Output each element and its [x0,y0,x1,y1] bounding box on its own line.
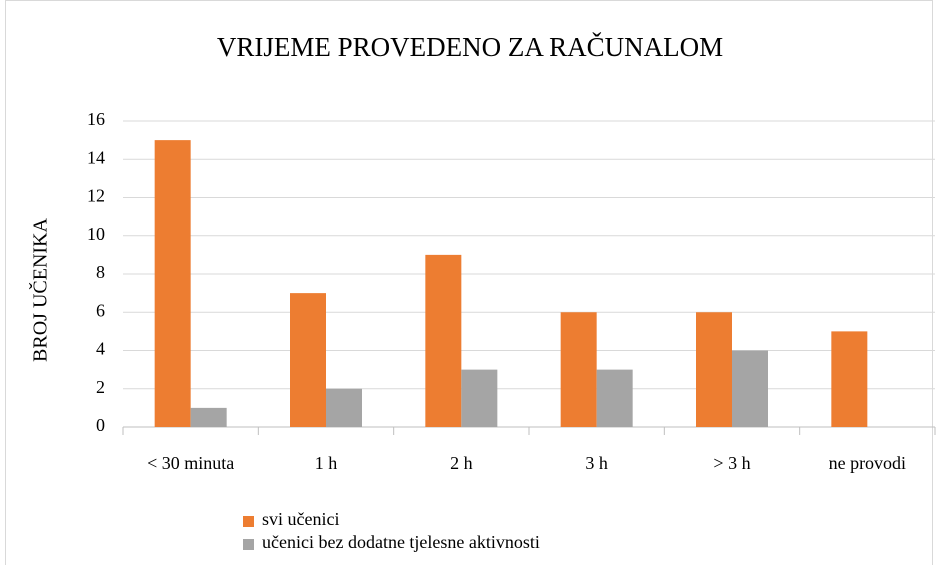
bar [290,293,326,427]
x-tick-label: > 3 h [713,453,750,473]
bar [831,331,868,427]
x-tick-label: < 30 minuta [147,453,234,473]
y-tick-label: 12 [87,186,105,206]
y-tick-label: 6 [96,300,105,320]
y-axis-label: BROJ UČENIKA [28,218,52,362]
legend-swatch [243,539,254,550]
y-tick-label: 14 [87,147,105,167]
chart-frame [5,0,933,565]
legend-label: učenici bez dodatne tjelesne aktivnosti [262,532,540,552]
x-tick-label: 1 h [315,453,338,473]
bar [696,312,732,427]
bar [190,407,227,427]
bar [732,350,768,427]
bar [425,254,462,427]
x-tick-label: ne provodi [829,453,906,473]
chart-title: VRIJEME PROVEDENO ZA RAČUNALOM [217,32,723,62]
bar [461,369,498,427]
y-tick-label: 4 [96,339,105,359]
bar [596,369,633,427]
y-tick-label: 16 [87,109,105,129]
y-tick-label: 2 [96,377,105,397]
y-tick-label: 0 [96,415,105,435]
x-tick-label: 2 h [450,453,473,473]
bar [154,140,191,427]
x-tick-label: 3 h [585,453,608,473]
bar [560,312,597,427]
legend-label: svi učenici [262,509,339,529]
bar [326,388,362,427]
y-tick-label: 8 [96,262,105,282]
y-tick-label: 10 [87,224,105,244]
legend-swatch [243,516,254,527]
